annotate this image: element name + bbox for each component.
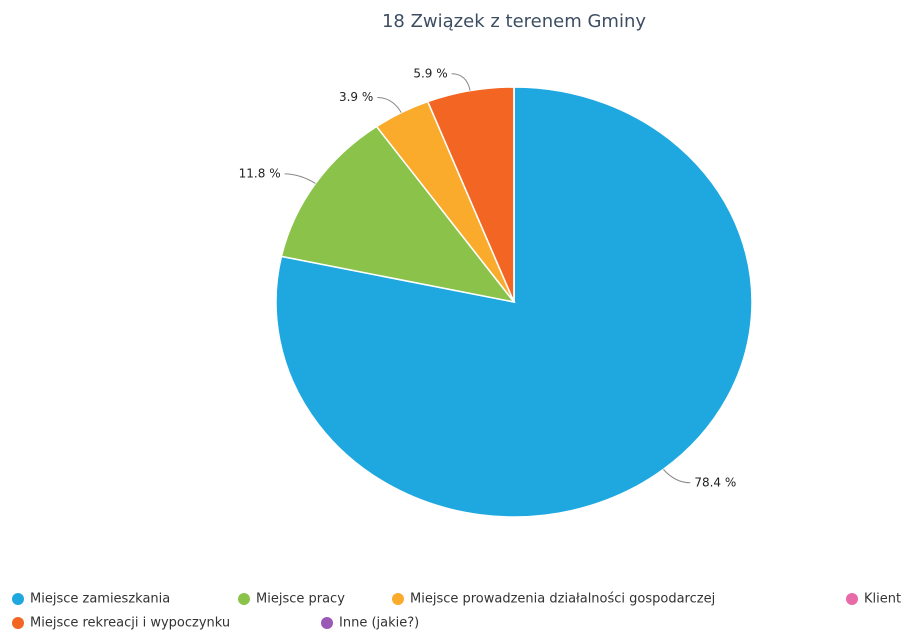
legend-label: Miejsce zamieszkania: [30, 592, 170, 607]
legend-label: Inne (jakie?): [339, 616, 419, 631]
legend-marker: [12, 617, 24, 629]
legend-marker: [321, 617, 333, 629]
label-connector: [284, 173, 316, 184]
legend-marker: [846, 593, 858, 605]
legend-label: Miejsce rekreacji i wypoczynku: [30, 616, 230, 631]
label-connector: [663, 469, 691, 484]
data-label: 5.9 %: [413, 66, 447, 80]
legend-marker: [392, 593, 404, 605]
chart-title: 18 Związek z terenem Gminy: [382, 11, 646, 32]
data-label: 3.9 %: [339, 90, 373, 104]
label-connector: [451, 73, 471, 91]
legend-label: Klient: [864, 592, 901, 607]
data-label: 11.8 %: [239, 166, 281, 180]
data-label: 78.4 %: [694, 475, 736, 489]
legend-marker: [12, 593, 24, 605]
legend-marker: [238, 593, 250, 605]
legend-label: Miejsce pracy: [256, 592, 345, 607]
pie-slice: [275, 86, 753, 518]
legend-label: Miejsce prowadzenia działalności gospoda…: [410, 592, 715, 607]
label-connector: [377, 96, 402, 113]
